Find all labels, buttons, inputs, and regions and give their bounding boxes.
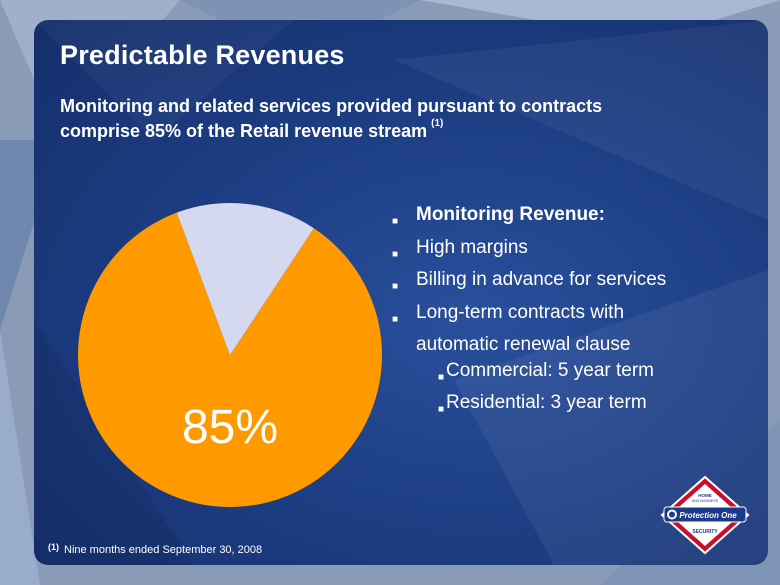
square-bullet-icon: ■ — [438, 371, 445, 383]
bullet-label: High margins — [416, 236, 528, 258]
sub-bullet-item: ■ Residential: 3 year term — [392, 390, 752, 423]
footnote: (1) Nine months ended September 30, 2008 — [48, 542, 263, 556]
sub-bullet-item: ■ Commercial: 5 year term — [392, 358, 752, 391]
bullet-label: automatic renewal clause — [416, 334, 631, 355]
footnote-mark: (1) — [48, 542, 59, 552]
bullet-label: Billing in advance for services — [416, 269, 667, 290]
svg-text:Protection One: Protection One — [679, 511, 737, 520]
square-bullet-icon: ■ — [438, 404, 445, 415]
slide-title: Predictable Revenues — [60, 40, 345, 70]
bullet-label: Residential: 3 year term — [446, 392, 647, 413]
square-bullet-icon: ■ — [392, 216, 399, 227]
pie-slice-minor — [176, 203, 314, 355]
bullet-label: Long-term contracts with — [416, 301, 625, 323]
svg-text:HOME: HOME — [698, 493, 712, 498]
bullet-list: ■ Monitoring Revenue: ■ High margins ■ B… — [392, 202, 752, 423]
slide-subtitle: Monitoring and related services provided… — [60, 95, 680, 142]
pie-slice-major — [77, 212, 383, 507]
square-bullet-icon: ■ — [392, 248, 399, 260]
footnote-text: Nine months ended September 30, 2008 — [64, 544, 263, 556]
square-bullet-icon: ■ — [392, 281, 399, 292]
bullet-item: ■ High margins — [392, 235, 752, 268]
pie-chart: 85% — [77, 203, 383, 507]
subtitle-text: Monitoring and related services provided… — [60, 96, 603, 141]
bullet-item: ■ Long-term contracts with — [392, 300, 752, 333]
square-bullet-icon: ■ — [392, 313, 399, 325]
bullet-label: Monitoring Revenue: — [416, 204, 605, 225]
bullet-item: ■ Billing in advance for services — [392, 267, 752, 300]
pie-data-label: 85% — [182, 401, 278, 454]
bullet-item: ■ Monitoring Revenue: — [392, 202, 752, 235]
protection-one-logo: Protection One HOME AND BUSINESS SECURIT… — [660, 475, 750, 555]
bullet-continuation: automatic renewal clause — [392, 332, 752, 358]
svg-text:AND BUSINESS: AND BUSINESS — [692, 499, 719, 503]
bullet-label: Commercial: 5 year term — [446, 359, 654, 381]
subtitle-footnote-mark: (1) — [431, 118, 444, 129]
svg-text:SECURITY: SECURITY — [692, 529, 718, 535]
